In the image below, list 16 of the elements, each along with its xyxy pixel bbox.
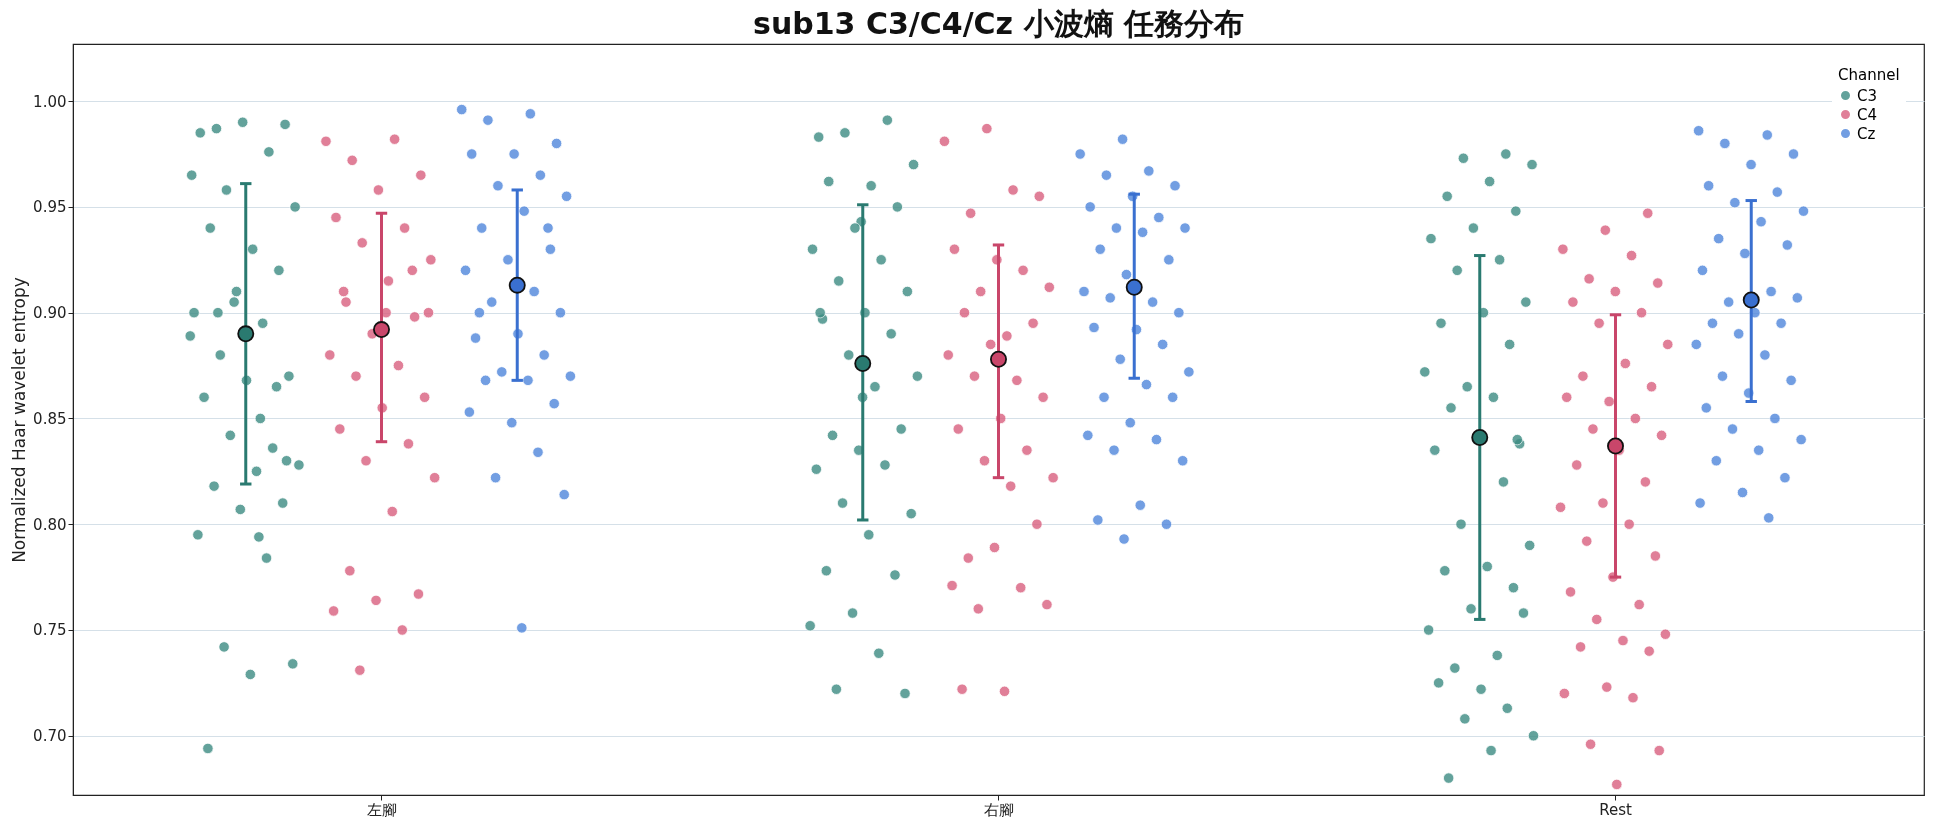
legend-label: Cz [1857,124,1876,143]
y-tick-label: 1.00 [33,92,67,111]
legend-label: C3 [1857,86,1878,105]
y-tick-label: 0.70 [33,727,67,746]
y-tick-label: 0.90 [33,304,67,323]
y-axis-title: Normalized Haar wavelet entropy [9,277,30,563]
chart-title: sub13 C3/C4/Cz 小波熵 任務分布 [753,6,1244,41]
legend-label: C4 [1857,105,1878,124]
x-tick-label: 右腳 [983,800,1014,819]
x-tick-label: Rest [1599,800,1632,819]
y-tick-label: 0.95 [33,198,67,217]
y-tick-label: 0.85 [33,409,67,428]
legend-title: Channel [1838,66,1900,84]
x-tick-label: 左腳 [366,800,397,819]
y-tick-label: 0.75 [33,621,67,640]
y-tick-label: 0.80 [33,515,67,534]
